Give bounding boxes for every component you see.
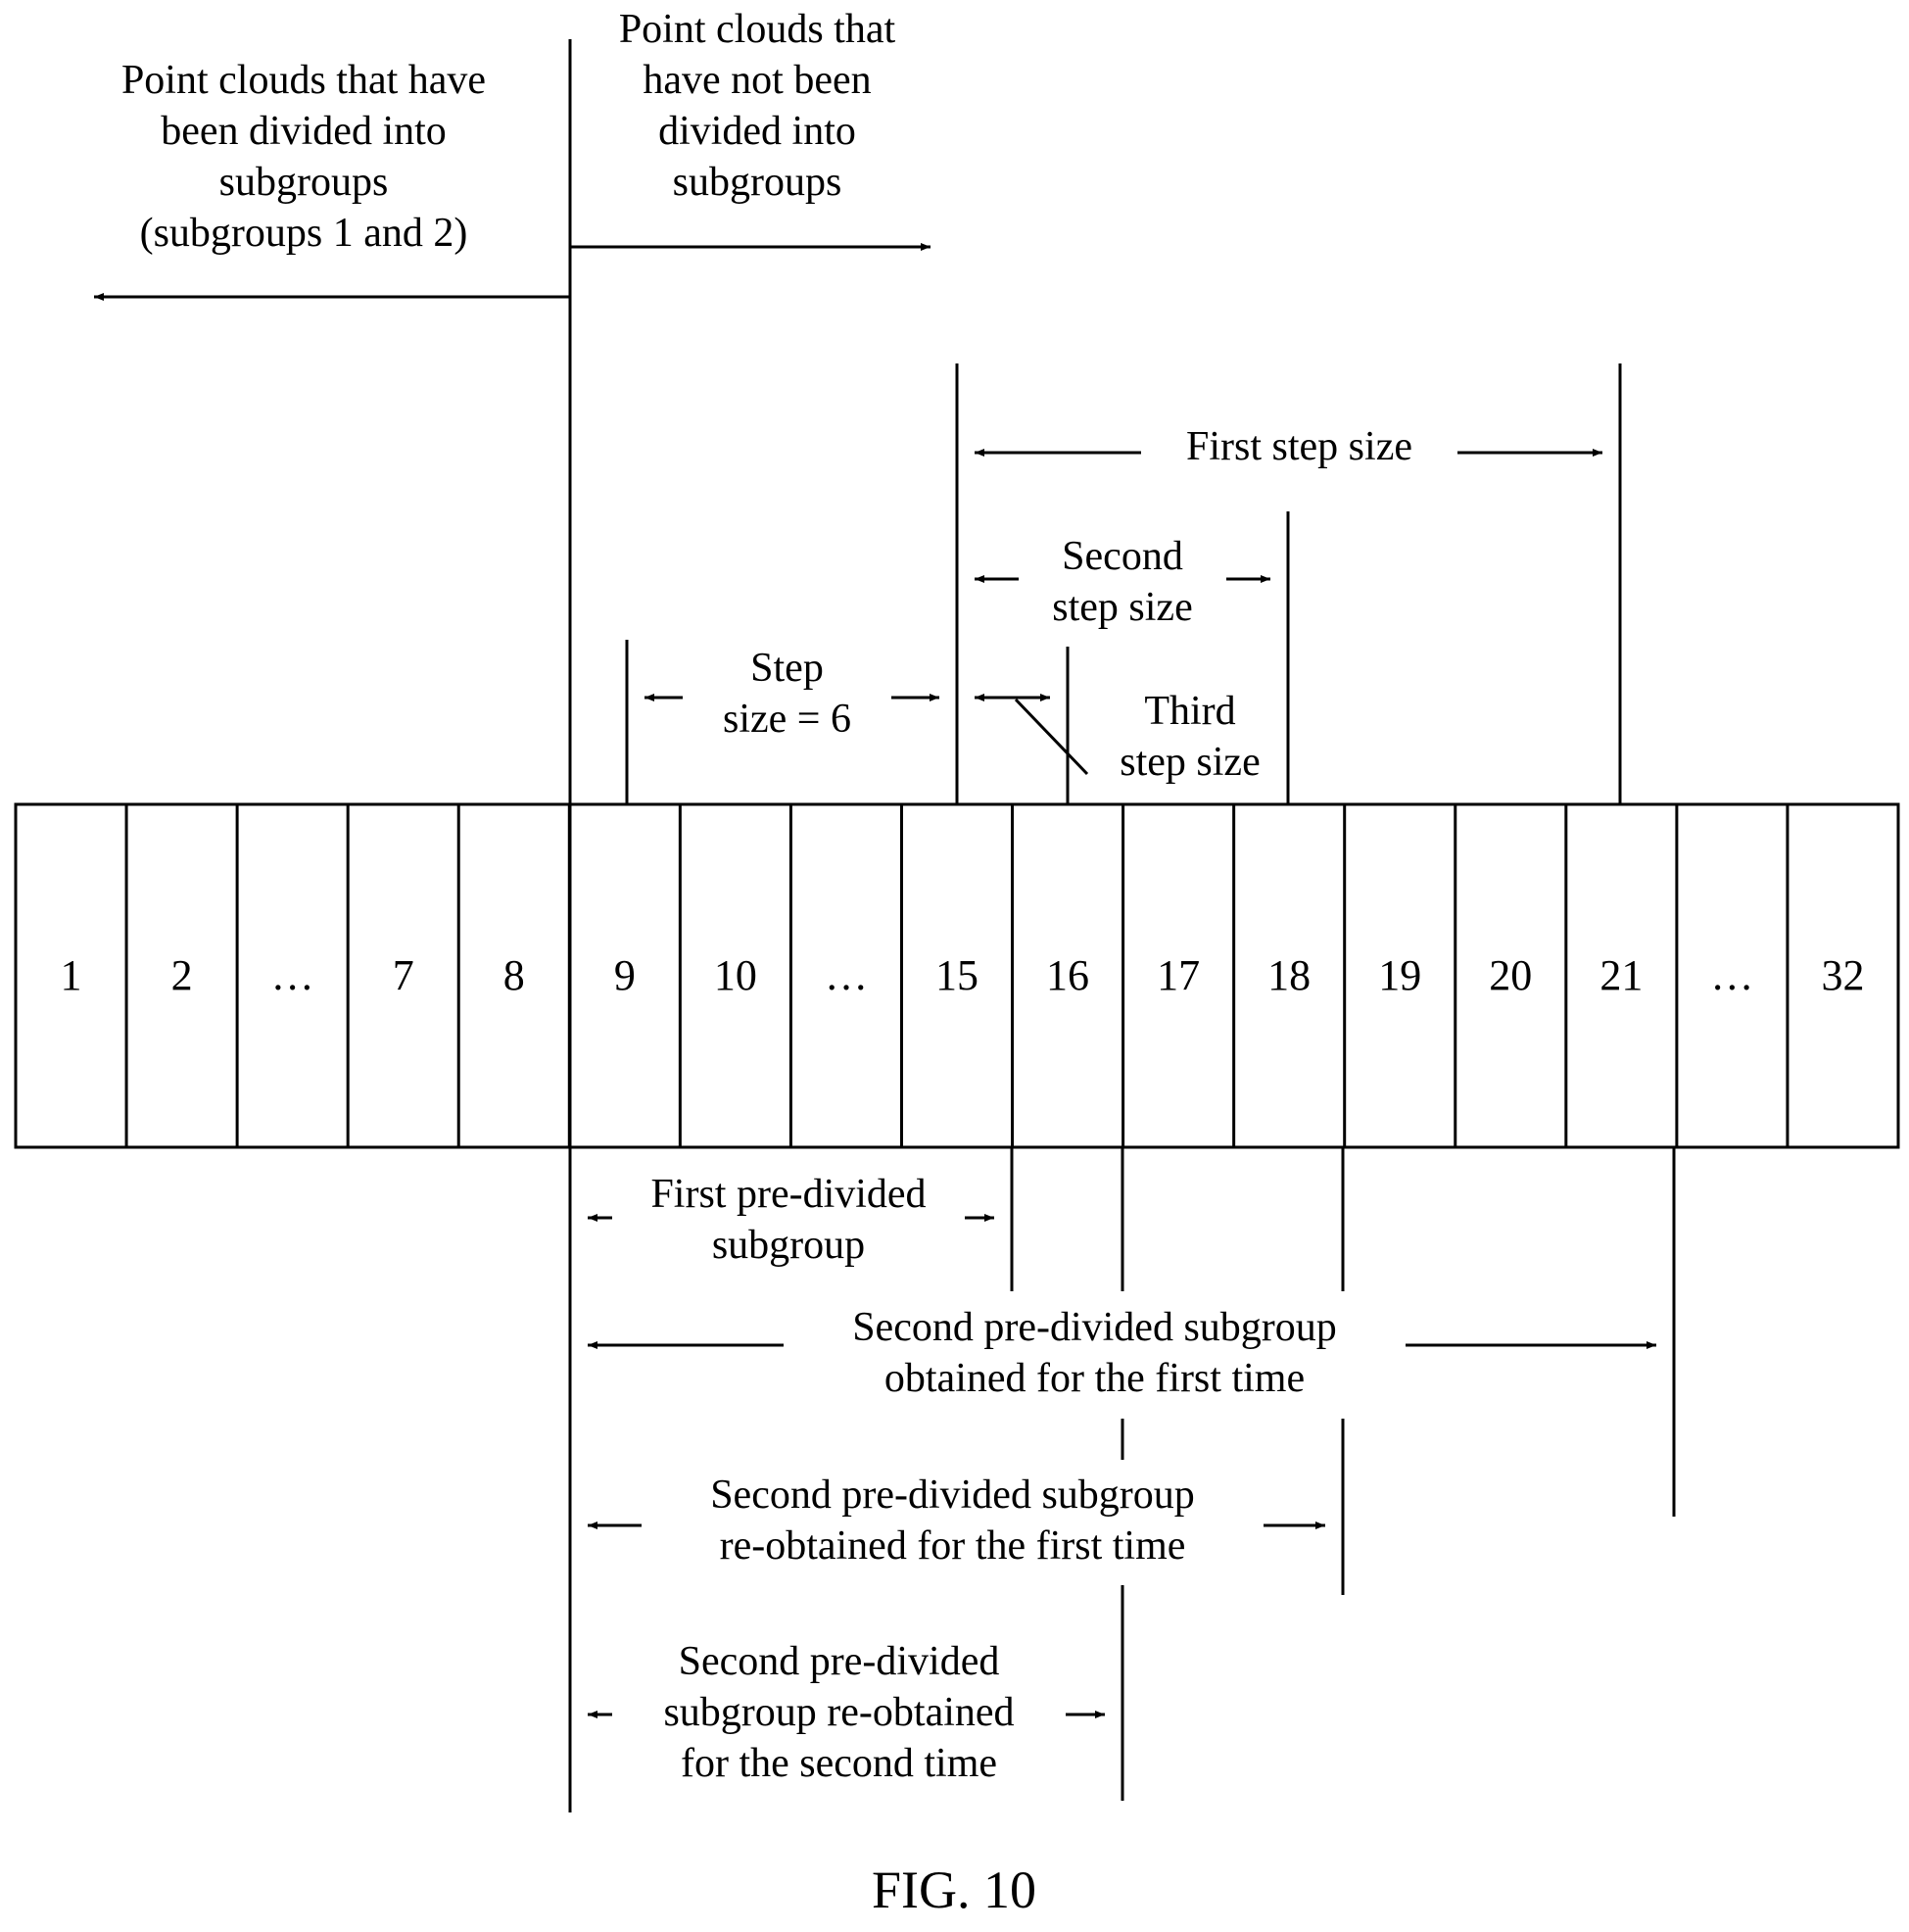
cell-label: 7 [393,951,414,999]
label-second-pre-re-second: Second pre-divided subgroup re-obtained … [612,1636,1066,1789]
label-divided: Point clouds that have been divided into… [78,55,529,259]
label-second-step-size: Second step size [1019,531,1226,633]
label-first-step-size: First step size [1141,421,1457,472]
cell-label: 1 [61,951,82,999]
cell-label: 17 [1157,951,1200,999]
cell-label: 16 [1046,951,1089,999]
cell-label: 9 [614,951,636,999]
cell-label: 15 [935,951,978,999]
label-step-size-6: Step size = 6 [683,643,891,745]
label-not-divided: Point clouds that have not been divided … [586,4,929,208]
cell-label: … [1710,951,1753,999]
third-step-leader [1016,700,1087,774]
figure-caption: FIG. 10 [758,1860,1150,1920]
cell-label: 8 [503,951,525,999]
label-first-pre-divided: First pre-divided subgroup [612,1169,965,1271]
cell-labels: 1 2 … 7 8 9 10 … 15 16 17 18 19 20 21 … 32 [61,951,1865,999]
cell-label: … [825,951,868,999]
cell-label: 32 [1821,951,1864,999]
cell-label: 19 [1378,951,1421,999]
cell-label: 20 [1489,951,1532,999]
cell-label: 18 [1267,951,1311,999]
cell-label: 10 [714,951,757,999]
label-third-step-size: Third step size [1082,686,1298,788]
cell-label: 21 [1599,951,1643,999]
label-second-pre-first-time: Second pre-divided subgroup obtained for… [784,1302,1406,1404]
cell-label: … [271,951,314,999]
cell-label: 2 [171,951,193,999]
label-second-pre-re-first: Second pre-divided subgroup re-obtained … [642,1470,1264,1571]
